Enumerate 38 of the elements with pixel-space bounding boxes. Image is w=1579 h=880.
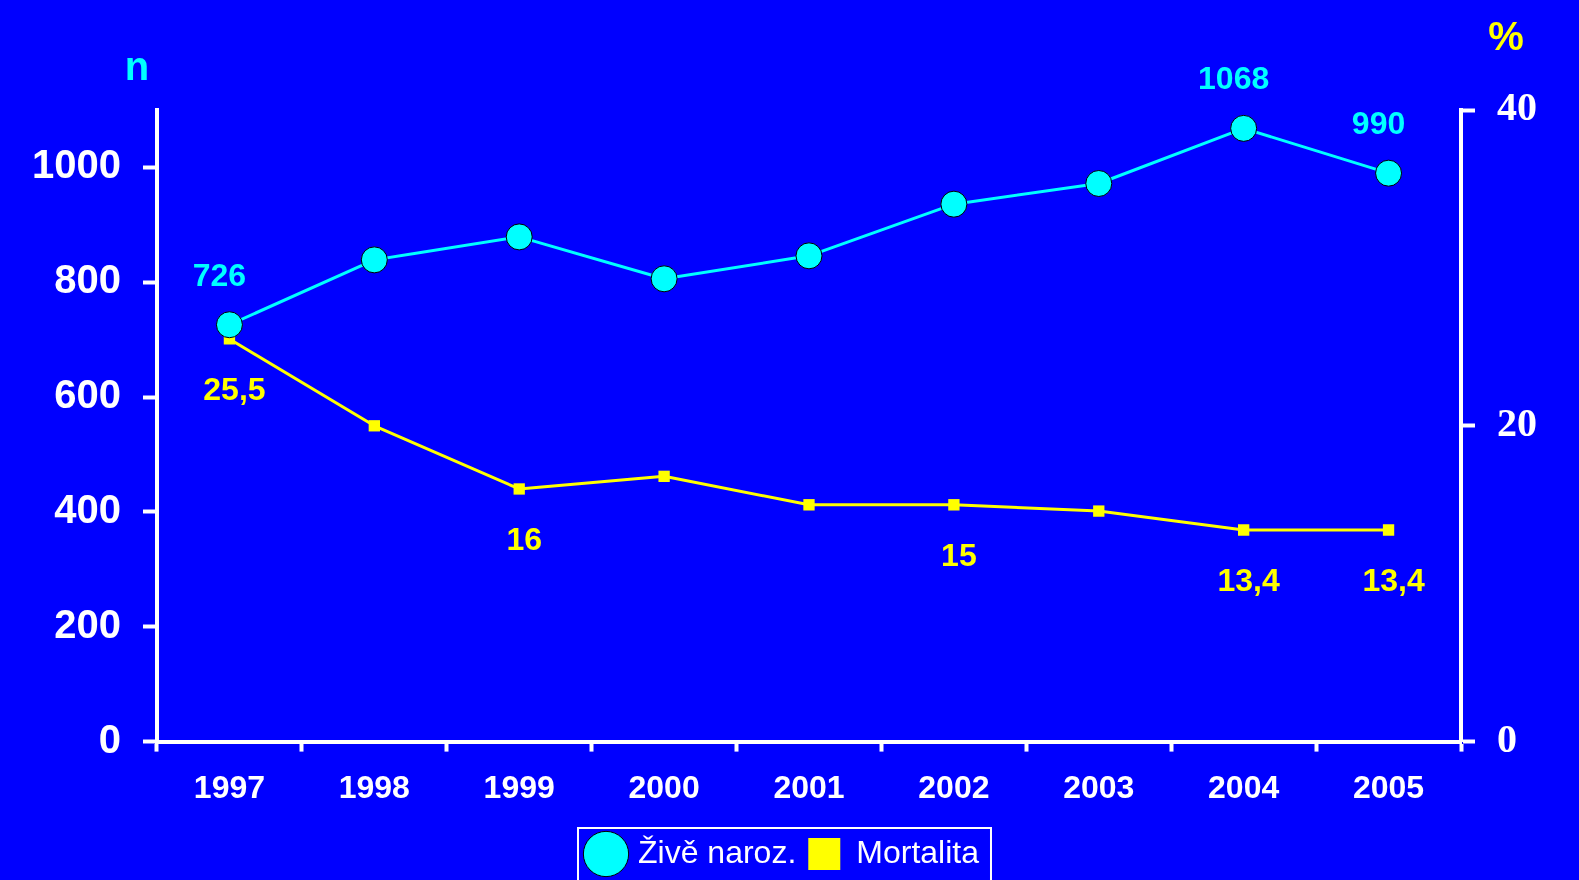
- point: [1382, 524, 1395, 536]
- y-tick-label: 400: [54, 486, 121, 531]
- x-tick-label: 2004: [1208, 768, 1280, 805]
- data-label: 1068: [1198, 60, 1270, 97]
- point: [658, 470, 670, 482]
- point: [948, 499, 960, 511]
- y-tick-label: 0: [98, 716, 121, 761]
- x-tick-label: 2001: [773, 768, 845, 805]
- x-tick-label: 1999: [483, 768, 555, 805]
- x-tick-label: 2005: [1352, 768, 1425, 805]
- data-label: 16: [506, 520, 543, 557]
- data-label: 25,5: [203, 370, 266, 407]
- data-label: 990: [1351, 104, 1406, 141]
- point: [1093, 505, 1105, 517]
- x-tick-label: 2000: [628, 768, 700, 805]
- data-label: 13,4: [1362, 561, 1425, 598]
- data-label: 15: [941, 536, 977, 573]
- y2-tick-label: 20: [1497, 400, 1537, 446]
- x-tick-label: 2003: [1063, 768, 1135, 805]
- legend-label: Mortalita: [856, 833, 980, 870]
- y2-tick-label: 40: [1497, 84, 1537, 130]
- y-tick-label: 800: [54, 257, 121, 302]
- point: [803, 499, 815, 511]
- point: [1238, 524, 1250, 536]
- y-tick-label: 200: [54, 601, 121, 646]
- y-axis-title: n: [124, 44, 150, 88]
- y-tick-label: 600: [54, 372, 121, 417]
- data-label: 726: [192, 256, 247, 293]
- y2-axis-title: %: [1488, 14, 1524, 58]
- y2-tick-label: 0: [1497, 715, 1517, 761]
- x-tick-label: 1997: [193, 768, 266, 805]
- point: [368, 420, 380, 432]
- x-tick-label: 1998: [338, 768, 410, 805]
- y-tick-label: 1000: [32, 142, 121, 187]
- legend-label: Živě naroz.: [638, 833, 797, 870]
- point: [513, 483, 525, 495]
- x-tick-label: 2002: [918, 768, 990, 805]
- data-label: 13,4: [1217, 561, 1281, 598]
